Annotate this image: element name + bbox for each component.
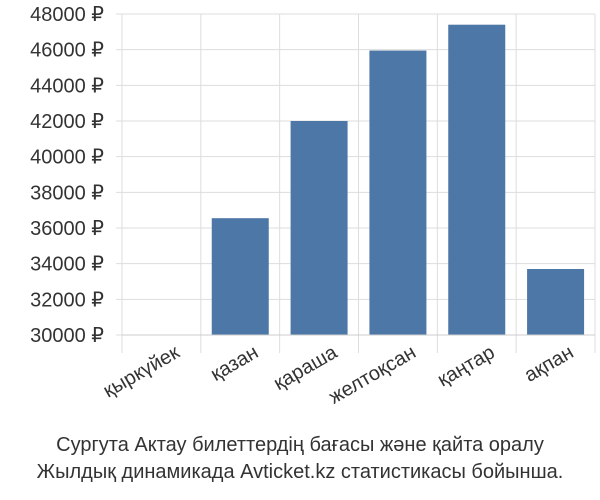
y-tick-label: 48000 ₽	[30, 4, 104, 26]
chart-caption-line-2: Жылдық динамикада Avticket.kz статистика…	[36, 461, 564, 483]
y-tick-label: 34000 ₽	[30, 254, 104, 276]
y-tick-label: 44000 ₽	[30, 75, 104, 97]
x-tick-label: қазан	[207, 341, 262, 386]
x-tick-label: ақпан	[521, 341, 578, 386]
y-tick-label: 40000 ₽	[30, 147, 104, 169]
bar-1	[211, 218, 269, 335]
chart-caption-line-1: Сургута Актау билеттердің бағасы және қа…	[56, 434, 544, 456]
y-tick-label: 36000 ₽	[30, 218, 104, 240]
y-tick-label: 38000 ₽	[30, 182, 104, 204]
x-tick-label: қыркүйек	[100, 341, 184, 402]
price-bar-chart: 30000 ₽ 32000 ₽ 34000 ₽ 36000 ₽ 38000 ₽ 40000…	[30, 4, 596, 409]
bar-2	[290, 121, 348, 335]
bar-4	[448, 24, 506, 335]
x-tick-label: желтоқсан	[325, 341, 420, 408]
y-tick-label: 32000 ₽	[30, 289, 104, 311]
x-tick-label: қаңтар	[434, 341, 499, 391]
bar-3	[369, 50, 427, 335]
y-tick-label: 30000 ₽	[30, 325, 104, 347]
bar-5	[527, 269, 585, 335]
y-tick-label: 42000 ₽	[30, 111, 104, 133]
y-tick-label: 46000 ₽	[30, 40, 104, 62]
